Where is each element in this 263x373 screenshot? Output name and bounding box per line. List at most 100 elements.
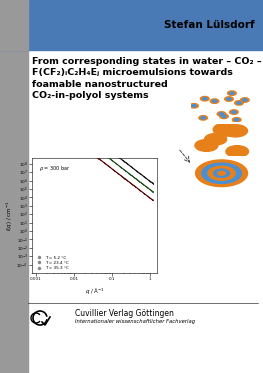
Point (45, 116, 49, 122)
Point (52, 113, 56, 119)
Point (105, 154, 110, 160)
Point (66, 116, 70, 122)
Point (130, 181, 134, 187)
Point (122, 176, 127, 182)
Point (61, 128, 65, 134)
Point (76, 123, 80, 129)
Point (143, 175, 147, 181)
Point (34, 107, 38, 113)
Point (34, 91, 38, 97)
Circle shape (199, 116, 208, 120)
Point (86, 148, 90, 154)
Point (82, 136, 87, 142)
Point (74, 130, 78, 136)
Point (40, 95, 44, 101)
Point (70, 118, 74, 124)
Point (76, 123, 80, 129)
Point (105, 154, 109, 160)
Point (116, 162, 120, 168)
Point (108, 164, 112, 170)
Point (140, 189, 144, 195)
Point (112, 159, 116, 164)
Circle shape (210, 99, 219, 103)
Point (108, 147, 112, 153)
Point (64, 131, 69, 137)
Point (67, 132, 71, 138)
Point (77, 132, 81, 138)
Point (142, 174, 146, 180)
Point (37, 93, 41, 98)
Point (68, 134, 72, 140)
Point (76, 140, 80, 146)
Point (120, 174, 124, 180)
Point (60, 127, 64, 133)
Circle shape (202, 163, 241, 184)
Point (75, 122, 79, 128)
Point (129, 172, 133, 178)
Point (48, 110, 52, 116)
Point (147, 186, 151, 192)
Point (151, 189, 155, 195)
Point (107, 164, 112, 170)
Point (93, 136, 97, 142)
Point (60, 110, 64, 116)
Point (128, 179, 132, 185)
Point (132, 183, 136, 189)
Point (127, 170, 131, 176)
Point (128, 163, 132, 169)
Point (34, 99, 38, 105)
Point (59, 118, 63, 124)
Point (128, 180, 133, 186)
Point (127, 179, 131, 185)
Point (132, 166, 136, 172)
Point (107, 155, 112, 161)
Point (144, 192, 149, 198)
Point (87, 140, 92, 146)
Circle shape (195, 140, 218, 151)
Point (133, 184, 138, 190)
Point (78, 124, 82, 130)
Point (112, 151, 117, 157)
Point (59, 127, 64, 133)
Point (139, 189, 144, 195)
Circle shape (222, 115, 226, 117)
Point (72, 137, 76, 142)
Point (47, 101, 52, 107)
Point (135, 168, 139, 174)
Point (145, 192, 149, 198)
Point (109, 165, 113, 171)
Point (55, 124, 60, 130)
Point (63, 130, 67, 136)
Point (59, 126, 63, 132)
Point (102, 160, 106, 166)
Point (65, 131, 69, 137)
Point (89, 141, 93, 147)
Text: From corresponding states in water – CO₂ –: From corresponding states in water – CO₂… (32, 57, 262, 66)
Point (107, 155, 111, 161)
Point (42, 106, 46, 112)
Point (147, 178, 151, 184)
Point (55, 107, 59, 113)
Point (43, 115, 47, 120)
Point (98, 148, 102, 154)
Point (44, 115, 48, 121)
Point (92, 152, 96, 158)
Point (98, 157, 102, 163)
Point (64, 122, 68, 128)
Point (141, 181, 145, 187)
Point (82, 128, 86, 134)
Point (139, 172, 144, 178)
Y-axis label: $I(q)$ / cm$^{-1}$: $I(q)$ / cm$^{-1}$ (5, 200, 15, 231)
Point (72, 129, 77, 135)
Point (80, 135, 85, 141)
Point (40, 95, 44, 101)
Point (108, 156, 113, 162)
Point (68, 125, 72, 131)
Point (113, 168, 117, 174)
Point (88, 149, 92, 155)
Point (123, 167, 127, 173)
Point (132, 174, 136, 180)
Point (72, 137, 77, 142)
Point (111, 159, 115, 164)
Point (92, 152, 97, 158)
